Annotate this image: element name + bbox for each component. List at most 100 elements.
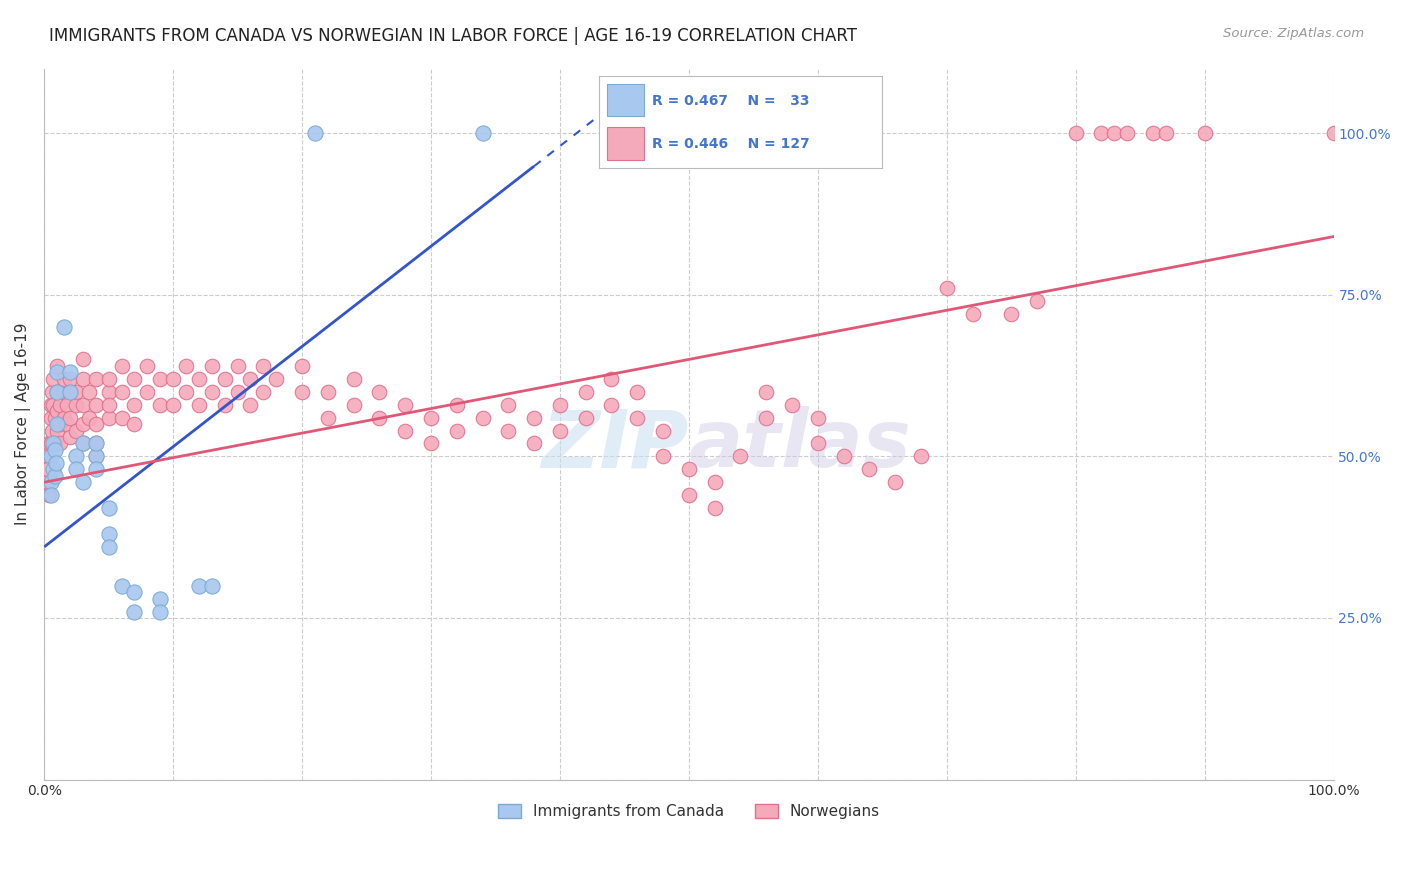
Point — [41, 384, 63, 399]
Point — [832, 450, 855, 464]
Point — [652, 424, 675, 438]
Point — [45, 456, 67, 470]
Point — [471, 410, 494, 425]
Point — [1026, 294, 1049, 309]
Point — [239, 398, 262, 412]
Point — [72, 475, 94, 490]
Point — [65, 450, 87, 464]
Point — [37, 462, 59, 476]
Point — [149, 398, 172, 412]
Point — [59, 384, 82, 399]
Point — [755, 410, 778, 425]
Point — [136, 359, 159, 373]
Point — [124, 372, 146, 386]
Point — [149, 591, 172, 606]
Point — [446, 424, 468, 438]
Point — [56, 417, 79, 431]
Point — [59, 365, 82, 379]
Point — [678, 488, 700, 502]
Point — [72, 398, 94, 412]
Point — [39, 475, 62, 490]
Point — [343, 372, 366, 386]
Point — [48, 417, 70, 431]
Point — [730, 450, 752, 464]
Point — [38, 488, 60, 502]
Point — [226, 359, 249, 373]
Point — [368, 410, 391, 425]
Point — [79, 410, 101, 425]
Point — [162, 372, 184, 386]
Point — [187, 372, 209, 386]
Point — [149, 372, 172, 386]
Point — [304, 126, 326, 140]
Point — [1064, 126, 1087, 140]
Point — [52, 372, 75, 386]
Point — [703, 475, 725, 490]
Point — [110, 384, 132, 399]
Point — [252, 384, 274, 399]
Point — [446, 398, 468, 412]
Point — [46, 424, 69, 438]
Point — [498, 398, 520, 412]
Point — [935, 281, 957, 295]
Point — [678, 462, 700, 476]
Point — [471, 126, 494, 140]
Point — [136, 384, 159, 399]
Point — [343, 398, 366, 412]
Text: atlas: atlas — [689, 407, 911, 484]
Point — [252, 359, 274, 373]
Point — [291, 359, 314, 373]
Point — [201, 579, 224, 593]
Point — [858, 462, 880, 476]
Point — [291, 384, 314, 399]
Point — [97, 540, 120, 554]
Point — [239, 372, 262, 386]
Point — [72, 352, 94, 367]
Point — [42, 372, 65, 386]
Point — [39, 436, 62, 450]
Point — [187, 579, 209, 593]
Point — [652, 450, 675, 464]
Point — [214, 372, 236, 386]
Point — [42, 462, 65, 476]
Point — [39, 398, 62, 412]
Point — [84, 372, 107, 386]
Point — [44, 468, 66, 483]
Point — [52, 320, 75, 334]
Point — [59, 372, 82, 386]
Point — [42, 398, 65, 412]
Point — [97, 527, 120, 541]
Text: ZIP: ZIP — [541, 407, 689, 484]
Point — [72, 436, 94, 450]
Point — [37, 450, 59, 464]
Point — [780, 398, 803, 412]
Point — [44, 436, 66, 450]
Point — [884, 475, 907, 490]
Point — [548, 398, 571, 412]
Point — [226, 384, 249, 399]
Point — [97, 501, 120, 516]
Point — [1000, 307, 1022, 321]
Point — [214, 398, 236, 412]
Point — [37, 475, 59, 490]
Point — [187, 398, 209, 412]
Point — [626, 410, 648, 425]
Point — [84, 450, 107, 464]
Point — [65, 398, 87, 412]
Point — [52, 384, 75, 399]
Point — [498, 424, 520, 438]
Point — [1090, 126, 1112, 140]
Point — [46, 359, 69, 373]
Point — [124, 585, 146, 599]
Point — [46, 417, 69, 431]
Point — [548, 424, 571, 438]
Point — [124, 398, 146, 412]
Point — [110, 410, 132, 425]
Point — [1154, 126, 1177, 140]
Point — [962, 307, 984, 321]
Point — [72, 372, 94, 386]
Point — [84, 436, 107, 450]
Text: IMMIGRANTS FROM CANADA VS NORWEGIAN IN LABOR FORCE | AGE 16-19 CORRELATION CHART: IMMIGRANTS FROM CANADA VS NORWEGIAN IN L… — [49, 27, 858, 45]
Point — [600, 398, 623, 412]
Point — [48, 436, 70, 450]
